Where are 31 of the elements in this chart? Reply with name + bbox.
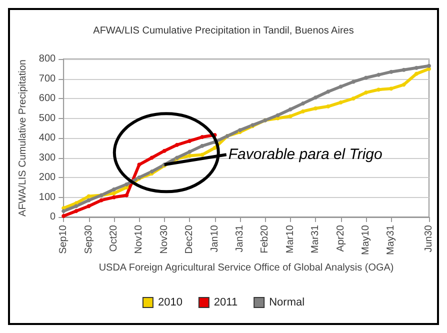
y-tick-label: 200	[38, 172, 56, 183]
y-tick-label: 700	[38, 73, 56, 84]
x-tick-label: Feb20	[260, 224, 271, 254]
x-tick-label: Nov30	[158, 224, 170, 254]
y-axis-title: AFWA/LIS Cumulative Precipitation	[18, 60, 28, 216]
y-tick-label: 300	[38, 152, 56, 164]
chart-title: AFWA/LIS Cumulative Precipitation in Tandil, Buenos Aires	[93, 26, 354, 36]
y-tick-label: 0	[50, 212, 56, 222]
x-tick-label: Sep30	[83, 224, 94, 254]
x-tick-label: Nov10	[134, 224, 145, 254]
x-axis-title: USDA Foreign Agricultural Service Office of Global Analysis (OGA)	[98, 262, 394, 274]
x-tick-label: Oct20	[108, 224, 120, 252]
y-tick-label: 800	[38, 54, 56, 64]
x-tick-label: Jan10	[209, 224, 220, 252]
x-tick-label: Apr20	[335, 224, 346, 252]
x-tick-label: May31	[386, 224, 397, 256]
x-tick-label: Jan31	[234, 224, 246, 252]
x-tick-label: Dec20	[184, 224, 196, 254]
legend-label: Normal	[269, 296, 305, 308]
x-tick-label: Jun30	[424, 224, 434, 252]
x-tick-label: Mar10	[284, 224, 296, 254]
y-tick-label: 100	[38, 192, 56, 203]
annotation: Favorable para el Trigo	[228, 146, 382, 164]
x-tick-label: May10	[360, 224, 372, 256]
x-tick-label: Sep10	[58, 224, 70, 254]
legend-label: 2010	[158, 296, 182, 308]
legend-label: 2011	[214, 296, 238, 308]
y-tick-label: 400	[38, 132, 56, 144]
x-tick-label: Mar31	[310, 224, 322, 254]
y-tick-label: 600	[38, 93, 56, 104]
y-tick-label: 500	[38, 112, 56, 124]
